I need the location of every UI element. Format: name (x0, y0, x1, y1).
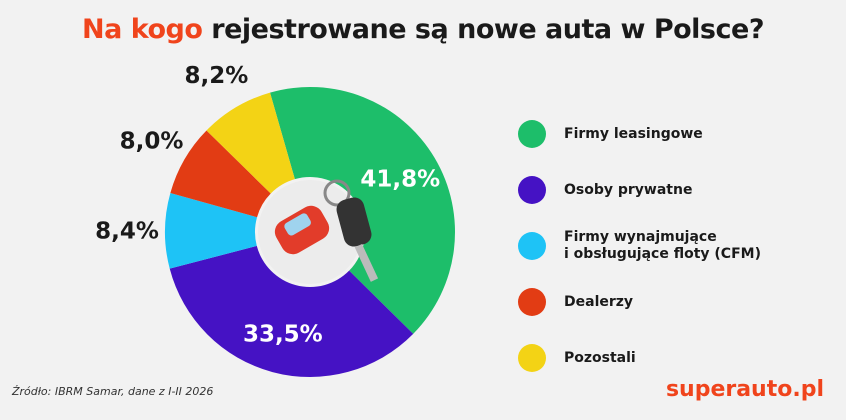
legend-label: Dealerzy (564, 293, 634, 310)
legend-item: Dealerzy (518, 274, 761, 330)
page-title: Na kogo rejestrowane są nowe auta w Pols… (0, 14, 846, 45)
title-rest: rejestrowane są nowe auta w Polsce? (202, 14, 764, 45)
legend-label: Pozostali (564, 349, 636, 366)
legend-label: Osoby prywatne (564, 181, 693, 198)
source-note: Źródło: IBRM Samar, dane z I-II 2026 (12, 385, 214, 398)
legend-item: Firmy wynajmujące i obsługujące floty (C… (518, 218, 761, 274)
legend-item: Pozostali (518, 330, 761, 386)
donut-slice (170, 130, 271, 218)
data-label: 8,2% (184, 63, 248, 89)
donut-slice (169, 245, 414, 377)
donut-slice (165, 192, 258, 269)
legend-swatch (518, 344, 546, 372)
legend-swatch (518, 176, 546, 204)
legend-swatch (518, 232, 546, 260)
legend-item: Firmy leasingowe (518, 106, 761, 162)
brand-logo[interactable]: superauto.pl (665, 377, 824, 402)
legend: Firmy leasingowe Osoby prywatne Firmy wyna… (518, 106, 761, 386)
legend-item: Osoby prywatne (518, 162, 761, 218)
data-label: 8,4% (95, 218, 159, 244)
legend-swatch (518, 120, 546, 148)
data-label: 41,8% (360, 166, 440, 192)
legend-label: Firmy leasingowe (564, 125, 703, 142)
car-key-icon (274, 179, 379, 282)
legend-label: Firmy wynajmujące i obsługujące floty (C… (564, 229, 761, 262)
legend-swatch (518, 288, 546, 316)
donut-slice (206, 92, 295, 194)
title-accent: Na kogo (82, 14, 203, 45)
data-label: 8,0% (120, 128, 184, 154)
data-label: 33,5% (243, 321, 323, 347)
